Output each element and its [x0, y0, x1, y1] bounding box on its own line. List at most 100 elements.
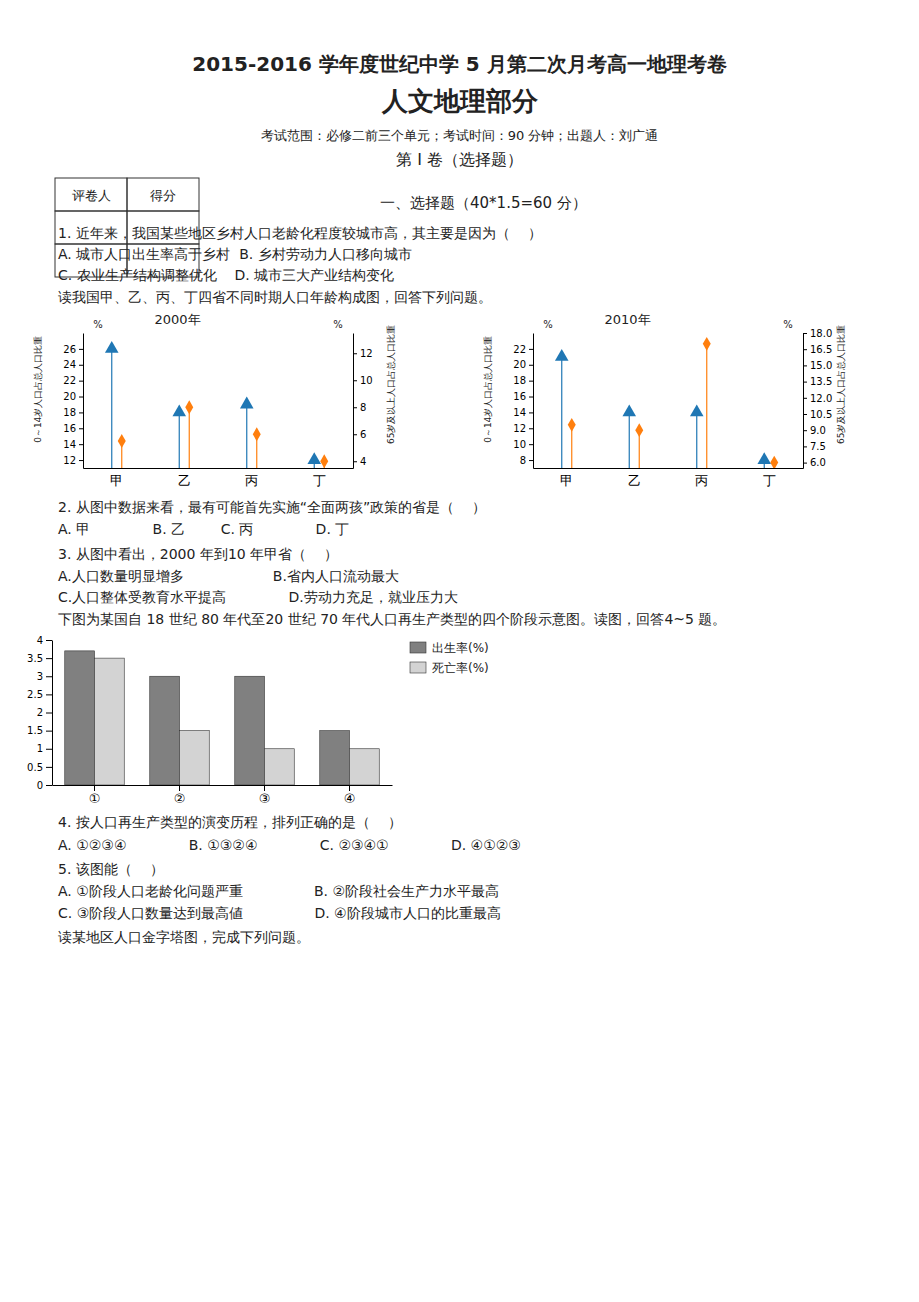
tick: 15.0 — [803, 360, 832, 371]
tick-label: 丁 — [313, 473, 326, 488]
marker — [770, 456, 778, 468]
tick-label: 22 — [513, 344, 526, 355]
legend-label: 死亡率(%) — [432, 661, 489, 675]
tick: 10.5 — [803, 409, 832, 420]
tick: 22 — [513, 344, 533, 355]
tick-mark — [803, 398, 807, 399]
tick-label: 16.5 — [810, 344, 832, 355]
tick-mark — [79, 381, 83, 382]
axis-line — [52, 641, 53, 786]
tick-mark — [803, 430, 807, 431]
question-line: A.人口数量明显增多 B.省内人口流动最大 — [58, 568, 399, 584]
legend-swatch — [410, 642, 426, 653]
tick-label: 12 — [63, 455, 76, 466]
question-line: C. 农业生产结构调整优化 D. 城市三大产业结构变化 — [58, 267, 394, 283]
tick-label: 0 — [37, 780, 43, 791]
question-line: A. ①阶段人口老龄化问题严重 B. ②阶段社会生产力水平最高 — [58, 883, 499, 899]
tick: 16 — [513, 391, 533, 402]
stem — [179, 412, 180, 468]
tick: 1.5 — [27, 725, 52, 736]
legend-item: 死亡率(%) — [410, 661, 489, 675]
annotation: % — [783, 319, 793, 330]
tick-label: 4 — [37, 635, 43, 646]
annotation: % — [543, 319, 553, 330]
tick-mark — [529, 365, 533, 366]
question-line: 读某地区人口金字塔图，完成下列问题。 — [58, 929, 310, 945]
tick: 16 — [63, 423, 83, 434]
tick: 8 — [353, 402, 366, 413]
tick-label: 12 — [513, 423, 526, 434]
chart: 12141618202224264681012甲乙丙丁2000年0～14岁人口占… — [33, 312, 397, 489]
question-block: 1. 近年来，我国某些地区乡村人口老龄化程度较城市高，其主要是因为（ ）A. 城… — [58, 225, 542, 305]
stem — [111, 349, 112, 468]
header: 2015-2016 学年度世纪中学 5 月第二次月考高一地理考卷人文地理部分考试… — [192, 52, 726, 212]
tick-label: 12 — [360, 348, 373, 359]
question-block: 4. 按人口再生产类型的演变历程，排列正确的是（ ）A. ①②③④ B. ①③②… — [58, 814, 521, 945]
series — [568, 337, 778, 468]
marker — [240, 397, 254, 409]
y2-axis: 6.07.59.010.512.013.515.016.518.0 — [803, 328, 832, 469]
tick-label: 4 — [360, 456, 366, 467]
tick: 16.5 — [803, 344, 832, 355]
tick-label: 9.0 — [810, 425, 826, 436]
tick-mark — [46, 767, 52, 768]
marker — [172, 405, 186, 417]
table-header: 评卷人 — [72, 188, 111, 203]
tick-mark — [529, 349, 533, 350]
annotation: % — [93, 319, 103, 330]
series — [105, 341, 321, 468]
marker — [105, 341, 119, 353]
axis-line — [53, 785, 393, 786]
tick-mark — [79, 444, 83, 445]
tick-mark — [529, 397, 533, 398]
y-axis: 810121416182022 — [513, 334, 533, 469]
tick-mark — [353, 380, 357, 381]
stem — [246, 404, 247, 468]
tick: 24 — [63, 359, 83, 370]
tick: 丙 — [245, 468, 258, 488]
tick-mark — [46, 731, 52, 732]
x-axis: 甲乙丙丁 — [84, 468, 354, 488]
tick-label: 18.0 — [810, 328, 832, 339]
stem — [189, 407, 190, 468]
tick-label: 甲 — [560, 473, 573, 488]
annotation: % — [333, 319, 343, 330]
tick-mark — [529, 381, 533, 382]
axis-line — [534, 468, 804, 469]
tick-label: 丁 — [763, 473, 776, 488]
stem — [706, 344, 707, 468]
bar — [95, 658, 125, 785]
marker — [622, 405, 636, 417]
tick: ④ — [344, 785, 356, 806]
tick-label: ④ — [344, 791, 356, 806]
tick-mark — [349, 785, 350, 791]
tick-mark — [803, 349, 807, 350]
tick-label: 18 — [513, 375, 526, 386]
marker — [703, 337, 711, 351]
tick-mark — [79, 365, 83, 366]
tick-mark — [79, 428, 83, 429]
tick-label: 2 — [37, 707, 43, 718]
tick: 13.5 — [803, 376, 832, 387]
question-line: 5. 该图能（ ） — [58, 861, 164, 877]
tick: 10 — [353, 375, 373, 386]
tick-mark — [46, 658, 52, 659]
tick-mark — [353, 461, 357, 462]
legend-label: 出生率(%) — [432, 641, 489, 655]
tick: 4 — [353, 456, 366, 467]
tick-mark — [529, 460, 533, 461]
tick: 2.5 — [27, 689, 52, 700]
axis-line — [84, 468, 354, 469]
tick: 丁 — [763, 468, 776, 488]
tick: 4 — [37, 635, 52, 646]
question-line: C.人口整体受教育水平提高 D.劳动力充足，就业压力大 — [58, 589, 458, 605]
question-block: 2. 从图中数据来看，最有可能首先实施“全面两孩”政策的省是（ ）A. 甲 B.… — [58, 499, 726, 627]
chart-texts: 2010年0～14岁人口占总人口比重65岁及以上人口占总人口比重%% — [483, 312, 847, 445]
subtitle: 人文地理部分 — [381, 86, 539, 116]
chart: 00.511.522.533.54①②③④出生率(%)死亡率(%) — [27, 635, 489, 807]
tick-mark — [46, 640, 52, 641]
tick-label: 10 — [513, 439, 526, 450]
marks — [65, 651, 380, 785]
axis-title: 0～14岁人口占总人口比重 — [483, 336, 493, 443]
bar — [150, 676, 180, 785]
